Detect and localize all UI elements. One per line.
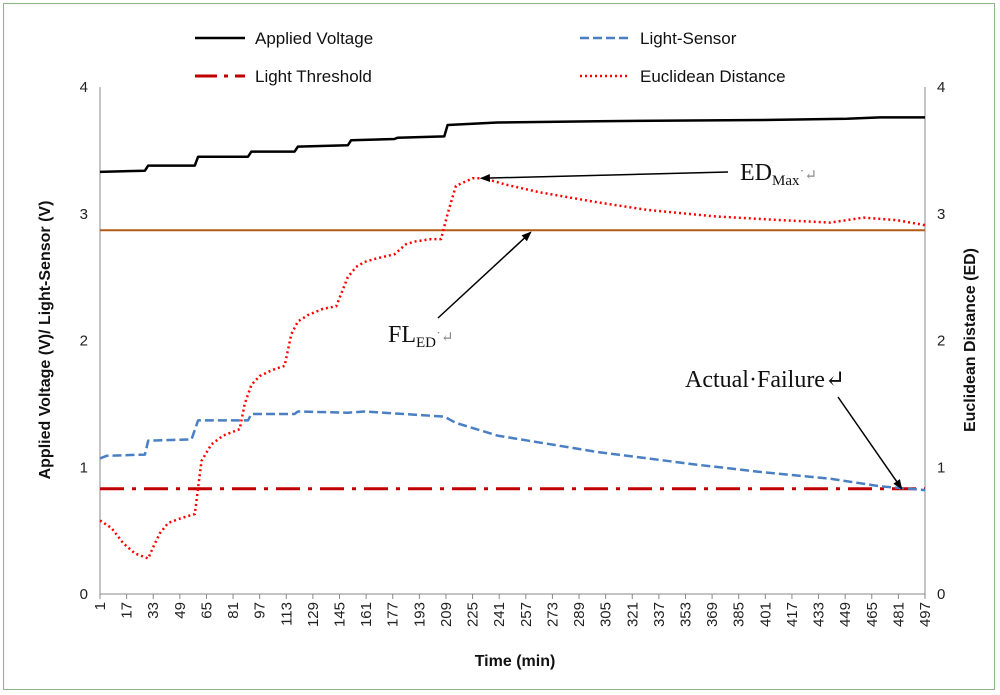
y-right-tick-label: 0 xyxy=(937,586,945,603)
annotation-fl-ed: FLED˙↵ xyxy=(388,231,532,351)
x-tick-label: 401 xyxy=(757,602,774,627)
x-tick-label: 257 xyxy=(518,602,535,627)
x-tick-label: 433 xyxy=(811,602,828,627)
x-tick-label: 209 xyxy=(438,602,455,627)
y-left-tick-label: 0 xyxy=(80,586,88,603)
annotation-label: Actual·Failure↵ xyxy=(685,367,845,393)
x-tick-label: 49 xyxy=(172,602,189,619)
x-tick-label: 65 xyxy=(198,602,215,619)
y-right-tick-label: 4 xyxy=(937,79,945,96)
series-line-euclidean-distance xyxy=(99,177,926,560)
x-tick-label: 225 xyxy=(465,602,482,627)
annotation-ed-max: EDMax˙↵ xyxy=(479,160,817,189)
x-tick-label: 97 xyxy=(252,602,269,619)
annotations: EDMax˙↵ FLED˙↵ Actual·Failure↵ xyxy=(388,160,903,490)
x-tick-label: 337 xyxy=(651,602,668,627)
axes-layer: 0 01 12 23 34 41 17 33 49 65 81 97 113 129 145 161 177 19… xyxy=(37,79,979,670)
legend-label: Light Threshold xyxy=(255,67,372,86)
x-tick-label: 17 xyxy=(119,602,136,619)
annotation-label: FLED˙↵ xyxy=(388,322,454,351)
y-right-tick-label: 2 xyxy=(937,333,945,350)
x-tick-label: 1 xyxy=(92,602,109,610)
annotation-arrow xyxy=(437,231,532,319)
x-tick-label: 353 xyxy=(677,602,694,627)
x-tick-label: 305 xyxy=(598,602,615,627)
x-tick-label: 33 xyxy=(145,602,162,619)
legend-label: Applied Voltage xyxy=(255,29,373,48)
legend-item-light-threshold: Light Threshold xyxy=(195,67,372,86)
x-tick-label: 321 xyxy=(624,602,641,627)
x-tick-label: 385 xyxy=(731,602,748,627)
annotation-arrow xyxy=(479,171,729,183)
y-left-tick-label: 1 xyxy=(80,459,88,476)
x-tick-label: 177 xyxy=(385,602,402,627)
annotation-actual: Actual·Failure↵ xyxy=(685,367,903,490)
x-tick-label: 129 xyxy=(305,602,322,627)
y-right-tick-label: 3 xyxy=(937,206,945,223)
series-line-applied-voltage xyxy=(99,116,925,174)
x-tick-label: 449 xyxy=(837,602,854,627)
series-layer xyxy=(99,116,926,560)
legend-item-applied-voltage: Applied Voltage xyxy=(195,29,373,48)
x-tick-label: 161 xyxy=(358,602,375,627)
x-axis-title: Time (min) xyxy=(475,653,556,670)
x-tick-label: 241 xyxy=(491,602,508,627)
y-right-tick-label: 1 xyxy=(937,459,945,476)
x-tick-label: 81 xyxy=(225,602,242,619)
y-left-tick-label: 3 xyxy=(80,206,88,223)
legend-label: Light-Sensor xyxy=(640,29,737,48)
legend-item-euclidean-distance: Euclidean Distance xyxy=(580,67,786,86)
annotation-label: EDMax˙↵ xyxy=(740,160,817,189)
series-line-light-sensor xyxy=(99,410,926,492)
x-tick-label: 417 xyxy=(784,602,801,627)
x-tick-label: 465 xyxy=(864,602,881,627)
y-left-tick-label: 2 xyxy=(80,333,88,350)
y-left-axis-title: Applied Voltage (V)/ Light-Sensor (V) xyxy=(37,201,54,480)
x-tick-label: 113 xyxy=(278,602,295,626)
legend-label: Euclidean Distance xyxy=(640,67,786,86)
x-tick-label: 481 xyxy=(890,602,907,627)
x-tick-label: 273 xyxy=(544,602,561,627)
x-tick-label: 497 xyxy=(917,602,934,627)
annotation-arrow xyxy=(837,396,903,490)
legend: Applied Voltage Light-Sensor Light Thresho… xyxy=(195,29,786,86)
legend-item-light-sensor: Light-Sensor xyxy=(580,29,737,48)
x-tick-label: 369 xyxy=(704,602,721,627)
x-tick-label: 193 xyxy=(411,602,428,627)
chart-frame xyxy=(3,3,995,690)
x-tick-label: 145 xyxy=(332,602,349,627)
y-left-tick-label: 4 xyxy=(80,79,88,96)
x-tick-label: 289 xyxy=(571,602,588,627)
y-right-axis-title: Euclidean Distance (ED) xyxy=(962,248,979,432)
